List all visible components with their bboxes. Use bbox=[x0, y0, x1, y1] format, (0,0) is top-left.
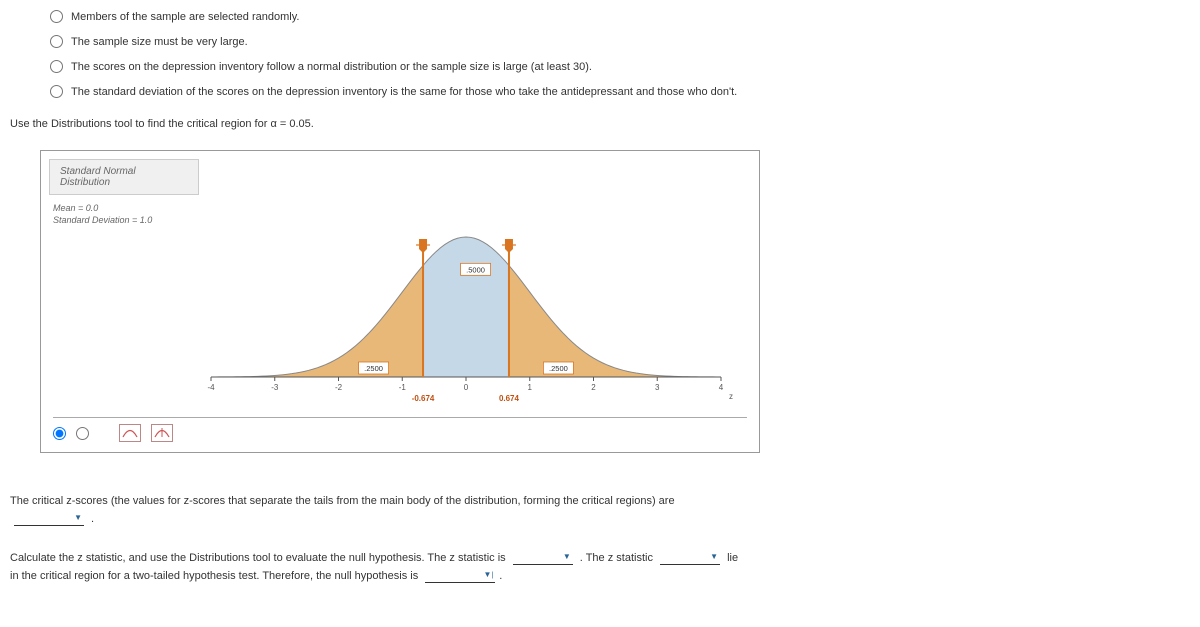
tool-params: Mean = 0.0 Standard Deviation = 1.0 bbox=[53, 203, 747, 225]
mode-radio-2[interactable] bbox=[76, 427, 89, 440]
option-radio-1[interactable] bbox=[50, 10, 63, 23]
svg-text:.5000: .5000 bbox=[466, 265, 485, 274]
answer-options: Members of the sample are selected rando… bbox=[50, 10, 1190, 98]
mean-label: Mean = 0.0 bbox=[53, 203, 747, 213]
z-statistic-question: Calculate the z statistic, and use the D… bbox=[10, 550, 1190, 585]
chevron-down-icon: ▼ bbox=[708, 551, 720, 564]
tool-controls bbox=[53, 417, 747, 442]
distributions-tool: Standard Normal Distribution Mean = 0.0 … bbox=[40, 150, 760, 453]
option-radio-4[interactable] bbox=[50, 85, 63, 98]
chevron-down-icon: ▼ bbox=[72, 512, 84, 525]
svg-text:-1: -1 bbox=[399, 383, 407, 392]
svg-text:z: z bbox=[729, 392, 733, 401]
svg-text:-3: -3 bbox=[271, 383, 279, 392]
option-row: The sample size must be very large. bbox=[50, 35, 1190, 48]
option-radio-2[interactable] bbox=[50, 35, 63, 48]
svg-text:-2: -2 bbox=[335, 383, 343, 392]
chevron-down-icon: ▼ bbox=[561, 551, 573, 564]
calc-text-4: in the critical region for a two-tailed … bbox=[10, 570, 418, 582]
option-row: The standard deviation of the scores on … bbox=[50, 85, 1190, 98]
z-value-dropdown[interactable]: ▼ bbox=[513, 551, 573, 565]
curve-mode-icon[interactable] bbox=[119, 424, 141, 442]
hypothesis-dropdown[interactable]: ▼| bbox=[425, 569, 495, 583]
curve-split-icon[interactable] bbox=[151, 424, 173, 442]
svg-text:3: 3 bbox=[655, 383, 660, 392]
question-text: The critical z-scores (the values for z-… bbox=[10, 495, 675, 507]
sd-label: Standard Deviation = 1.0 bbox=[53, 215, 747, 225]
option-label: Members of the sample are selected rando… bbox=[71, 11, 299, 23]
critical-z-dropdown[interactable]: ▼ bbox=[14, 512, 84, 526]
svg-text:.2500: .2500 bbox=[549, 364, 568, 373]
lie-dropdown[interactable]: ▼ bbox=[660, 551, 720, 565]
critical-z-question: The critical z-scores (the values for z-… bbox=[10, 493, 1190, 528]
calc-text-3: lie bbox=[727, 552, 738, 564]
mode-radio-1[interactable] bbox=[53, 427, 66, 440]
normal-distribution-chart[interactable]: -4 -3 -2 -1 0 1 2 3 4z -0.674 0.674 .2500 .5000 .2500 bbox=[51, 231, 749, 411]
svg-text:1: 1 bbox=[528, 383, 533, 392]
svg-text:0: 0 bbox=[464, 383, 469, 392]
svg-text:2: 2 bbox=[591, 383, 596, 392]
svg-text:0.674: 0.674 bbox=[499, 394, 520, 403]
option-label: The scores on the depression inventory f… bbox=[71, 61, 592, 73]
option-label: The standard deviation of the scores on … bbox=[71, 86, 737, 98]
option-label: The sample size must be very large. bbox=[71, 36, 248, 48]
tool-title: Standard Normal Distribution bbox=[49, 159, 199, 195]
chevron-down-icon: ▼| bbox=[482, 569, 496, 582]
svg-text:.2500: .2500 bbox=[364, 364, 383, 373]
instruction-text: Use the Distributions tool to find the c… bbox=[10, 118, 1190, 130]
svg-text:-0.674: -0.674 bbox=[412, 394, 435, 403]
option-radio-3[interactable] bbox=[50, 60, 63, 73]
svg-text:4: 4 bbox=[719, 383, 724, 392]
option-row: The scores on the depression inventory f… bbox=[50, 60, 1190, 73]
calc-text-2: . The z statistic bbox=[580, 552, 653, 564]
svg-text:-4: -4 bbox=[207, 383, 215, 392]
option-row: Members of the sample are selected rando… bbox=[50, 10, 1190, 23]
calc-text-1: Calculate the z statistic, and use the D… bbox=[10, 552, 506, 564]
